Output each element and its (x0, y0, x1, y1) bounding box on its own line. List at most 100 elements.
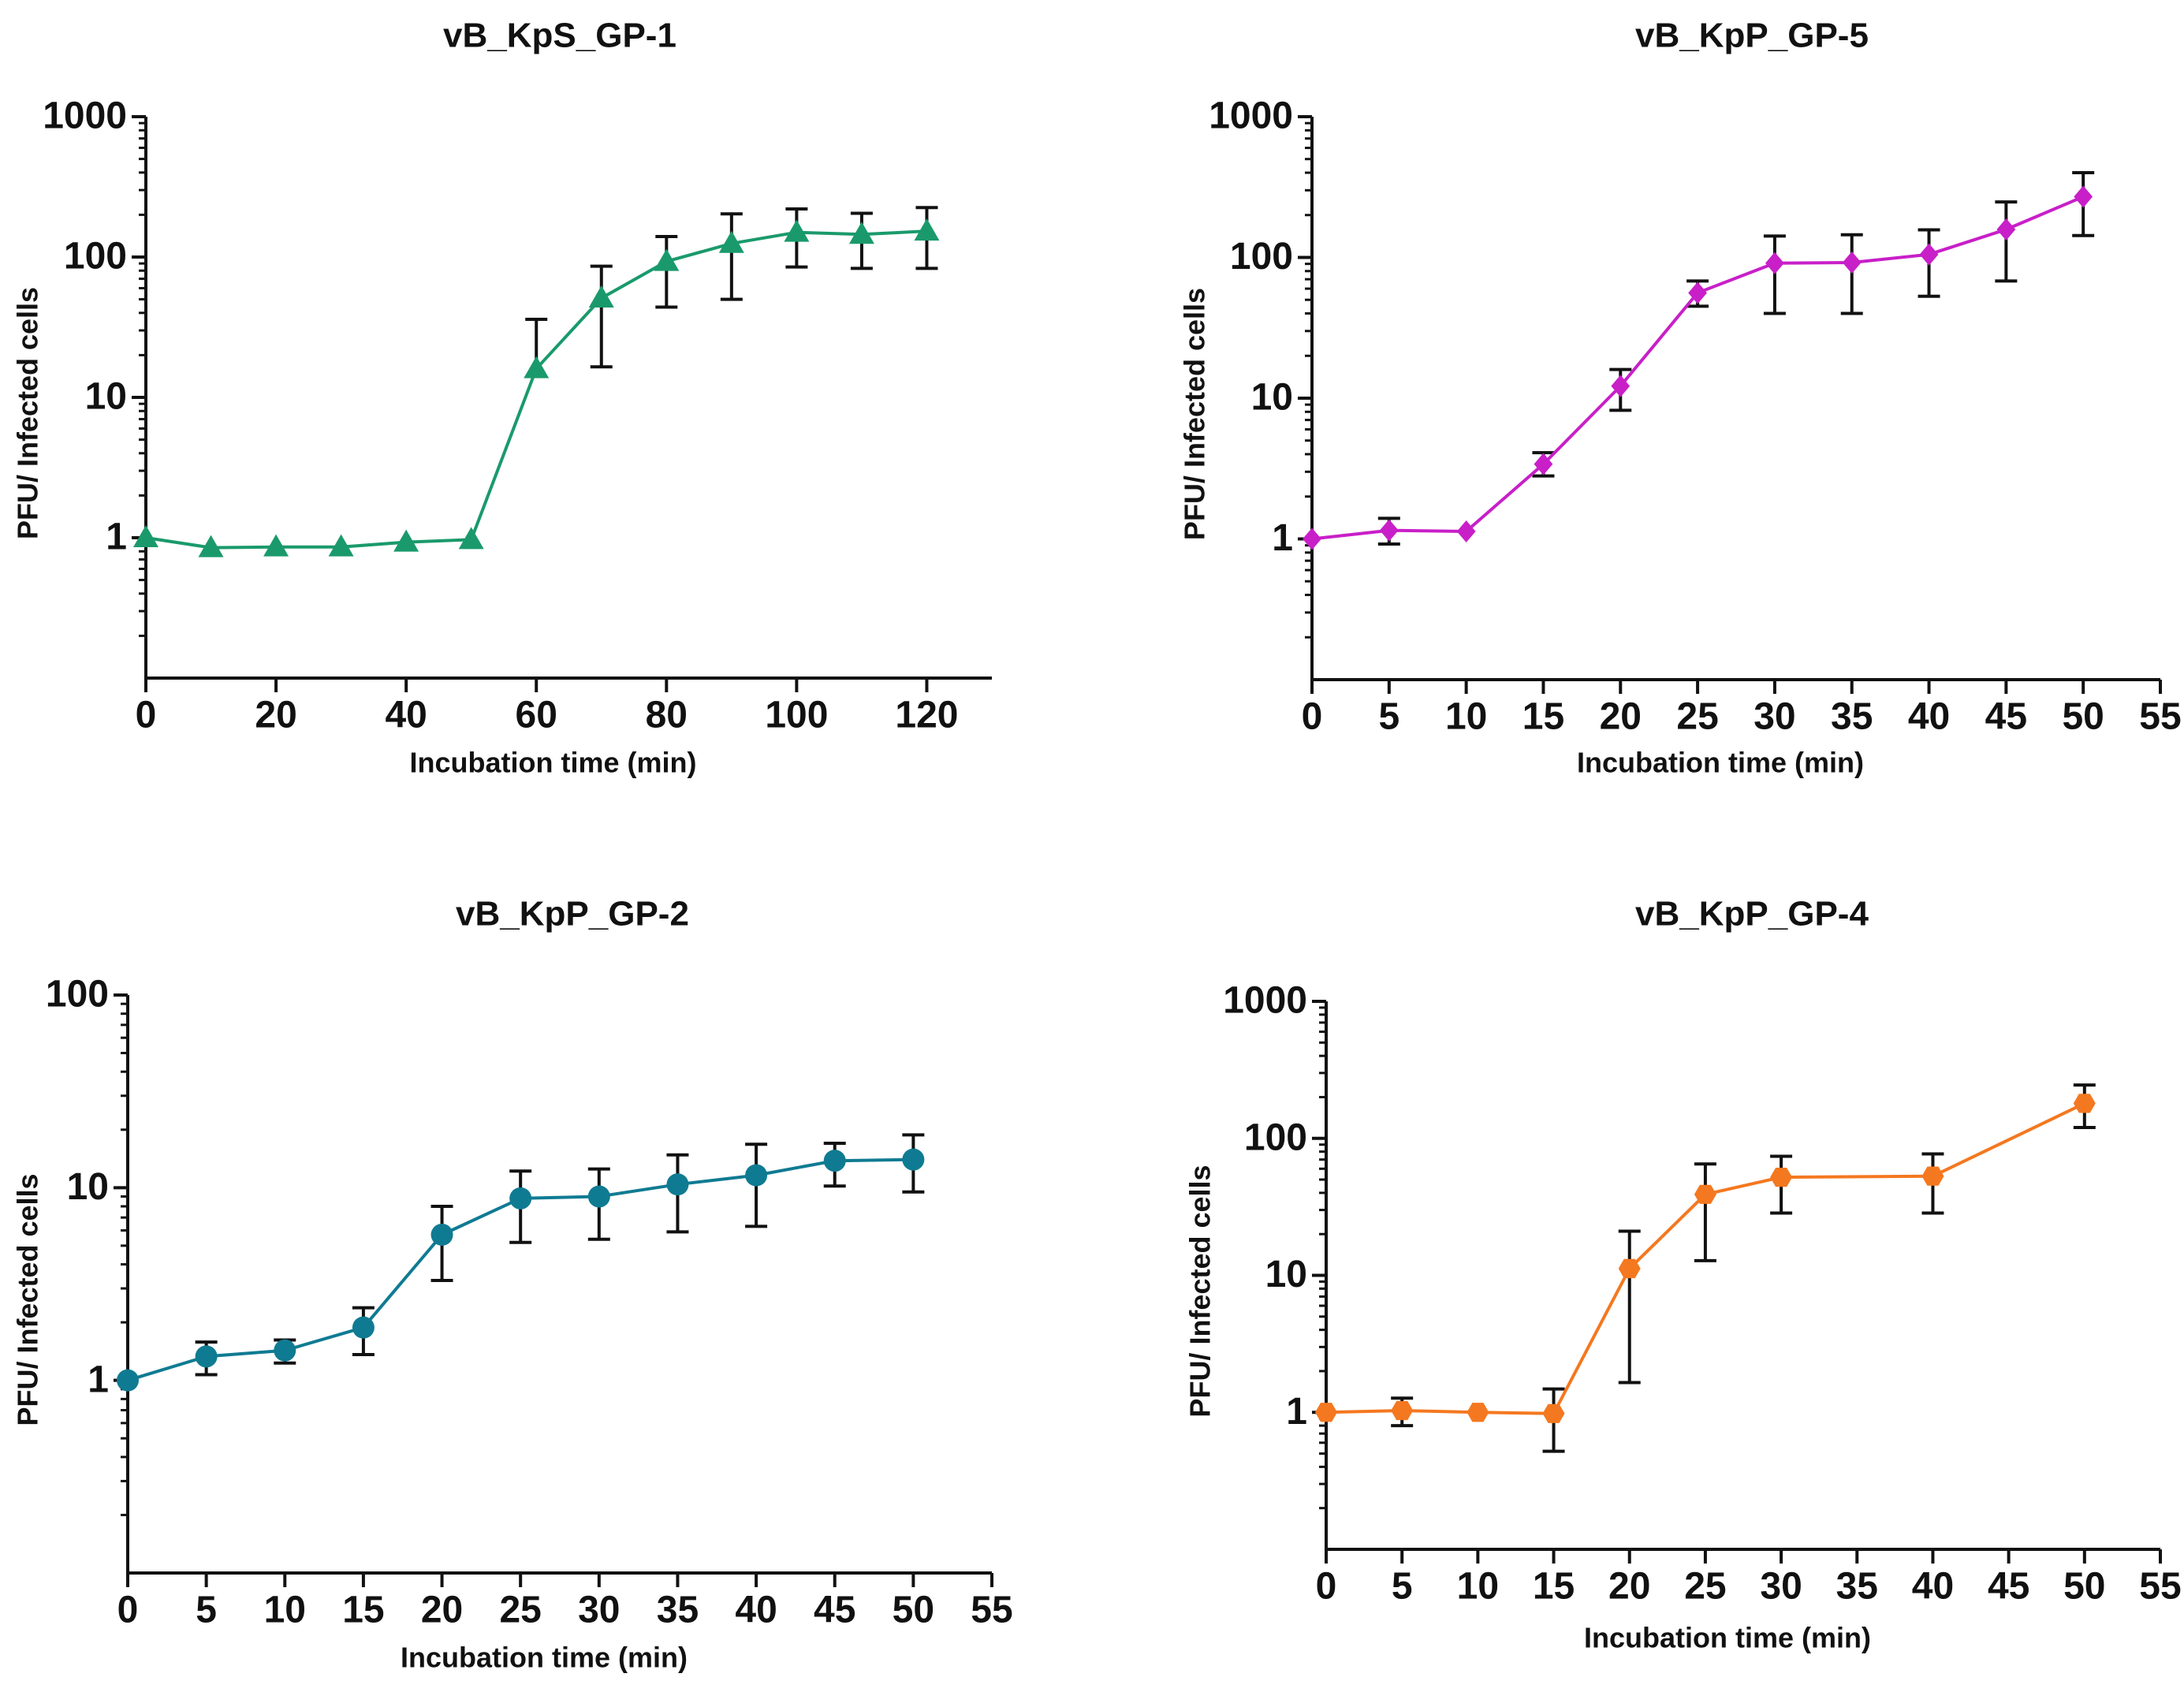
data-point (1542, 1403, 1565, 1423)
data-point (1688, 281, 1707, 304)
data-point (1996, 218, 2016, 241)
x-tick-label: 15 (1533, 1566, 1575, 1608)
data-point (352, 1316, 375, 1339)
chart-title: vB_KpS_GP-1 (443, 17, 676, 55)
x-tick-label: 40 (735, 1590, 777, 1631)
x-tick-label: 55 (2139, 696, 2181, 738)
data-point (848, 222, 874, 244)
x-tick-label: 30 (1760, 1566, 1802, 1608)
data-point (1456, 520, 1476, 543)
y-tick-label: 1 (88, 1359, 109, 1400)
x-tick-label: 5 (196, 1590, 217, 1631)
data-point (1842, 251, 1862, 274)
x-tick-label: 0 (1302, 696, 1323, 738)
x-tick-label: 55 (971, 1590, 1012, 1631)
data-point (587, 1185, 610, 1208)
chart-vb-kps-gp-1: vB_KpS_GP-1 1 10 100 1000 0 20 40 60 80 100 120 Incu… (12, 17, 992, 779)
data-point (784, 219, 810, 242)
data-point (1391, 1400, 1414, 1421)
y-tick-label: 1 (1286, 1391, 1307, 1433)
data-point (524, 356, 550, 378)
y-tick-label: 1 (1272, 517, 1293, 559)
x-tick-label: 0 (117, 1590, 139, 1631)
x-tick-label: 10 (264, 1590, 306, 1631)
x-tick-label: 20 (421, 1590, 463, 1631)
x-tick-label: 50 (893, 1590, 934, 1631)
x-tick-label: 40 (1912, 1566, 1954, 1608)
x-tick-label: 5 (1378, 696, 1399, 738)
x-tick-label: 30 (578, 1590, 620, 1631)
chart-vb-kpp-gp-5: vB_KpP_GP-5 1 10 100 1000 0 5 10 15 20 25 30 35 40 45 5… (1179, 17, 2182, 779)
y-axis-label: PFU/ Infected cells (12, 287, 44, 539)
y-tick-label: 100 (1244, 1116, 1307, 1158)
y-tick-label: 100 (64, 236, 127, 278)
series-line (1311, 195, 2084, 541)
data-point (1534, 453, 1553, 475)
data-point (117, 1369, 139, 1392)
data-point (198, 535, 224, 557)
x-tick-label: 50 (2062, 696, 2104, 738)
data-point (509, 1187, 532, 1210)
data-point (1770, 1168, 1793, 1187)
y-tick-label: 10 (85, 376, 127, 418)
y-axis-label: PFU/ Infected cells (1184, 1165, 1217, 1417)
data-point (745, 1164, 768, 1187)
data-point (195, 1345, 218, 1368)
data-point (328, 534, 354, 557)
x-tick-label: 40 (1908, 696, 1950, 738)
x-tick-label: 20 (255, 695, 296, 736)
x-tick-label: 40 (385, 695, 427, 736)
chart-title: vB_KpP_GP-2 (456, 895, 689, 934)
x-tick-label: 10 (1445, 696, 1487, 738)
x-tick-label: 50 (2063, 1566, 2105, 1608)
y-tick-label: 1000 (43, 95, 127, 137)
y-tick-label: 10 (1265, 1254, 1307, 1295)
x-tick-label: 80 (646, 695, 688, 736)
y-tick-label: 1 (106, 516, 127, 558)
data-point (393, 529, 419, 552)
x-tick-label: 10 (1457, 1566, 1499, 1608)
y-tick-label: 100 (46, 974, 109, 1016)
data-point (2074, 185, 2093, 208)
y-axis-label: PFU/ Infected cells (12, 1173, 44, 1426)
x-tick-label: 20 (1608, 1566, 1650, 1608)
data-point (654, 248, 680, 271)
data-point (1303, 527, 1321, 550)
y-tick-label: 1000 (1223, 980, 1307, 1022)
data-point (902, 1148, 925, 1171)
x-tick-label: 45 (1985, 696, 2027, 738)
chart-title: vB_KpP_GP-4 (1635, 895, 1869, 934)
y-tick-label: 1000 (1209, 95, 1293, 137)
data-point (133, 525, 158, 547)
data-point (823, 1150, 846, 1172)
x-tick-label: 60 (516, 695, 557, 736)
x-tick-label: 0 (136, 695, 157, 736)
y-tick-label: 100 (1230, 236, 1293, 278)
y-tick-label: 10 (1251, 377, 1293, 419)
x-tick-label: 20 (1600, 696, 1642, 738)
data-point (1467, 1403, 1489, 1422)
x-axis-label: Incubation time (min) (1584, 1622, 1871, 1654)
x-axis-label: Incubation time (min) (1577, 747, 1864, 779)
data-point (458, 527, 484, 550)
data-point (1694, 1184, 1716, 1204)
x-tick-label: 25 (1684, 1566, 1726, 1608)
x-tick-label: 35 (1836, 1566, 1878, 1608)
data-point (718, 230, 744, 253)
chart-title: vB_KpP_GP-5 (1635, 17, 1869, 55)
x-axis-label: Incubation time (min) (401, 1642, 688, 1674)
y-tick-label: 10 (67, 1166, 109, 1208)
x-tick-label: 25 (1676, 696, 1718, 738)
data-point (1611, 375, 1631, 397)
chart-vb-kpp-gp-4: vB_KpP_GP-4 1 10 100 1000 0 5 10 15 20 25 30 35 40 45 5… (1184, 895, 2182, 1654)
data-point (430, 1223, 453, 1246)
x-tick-label: 55 (2139, 1566, 2181, 1608)
data-point (1379, 519, 1399, 542)
x-tick-label: 35 (1831, 696, 1873, 738)
x-tick-label: 120 (895, 695, 958, 736)
data-point (2073, 1094, 2096, 1113)
data-point (1765, 252, 1784, 274)
x-tick-label: 15 (1522, 696, 1564, 738)
x-tick-label: 35 (657, 1590, 699, 1631)
